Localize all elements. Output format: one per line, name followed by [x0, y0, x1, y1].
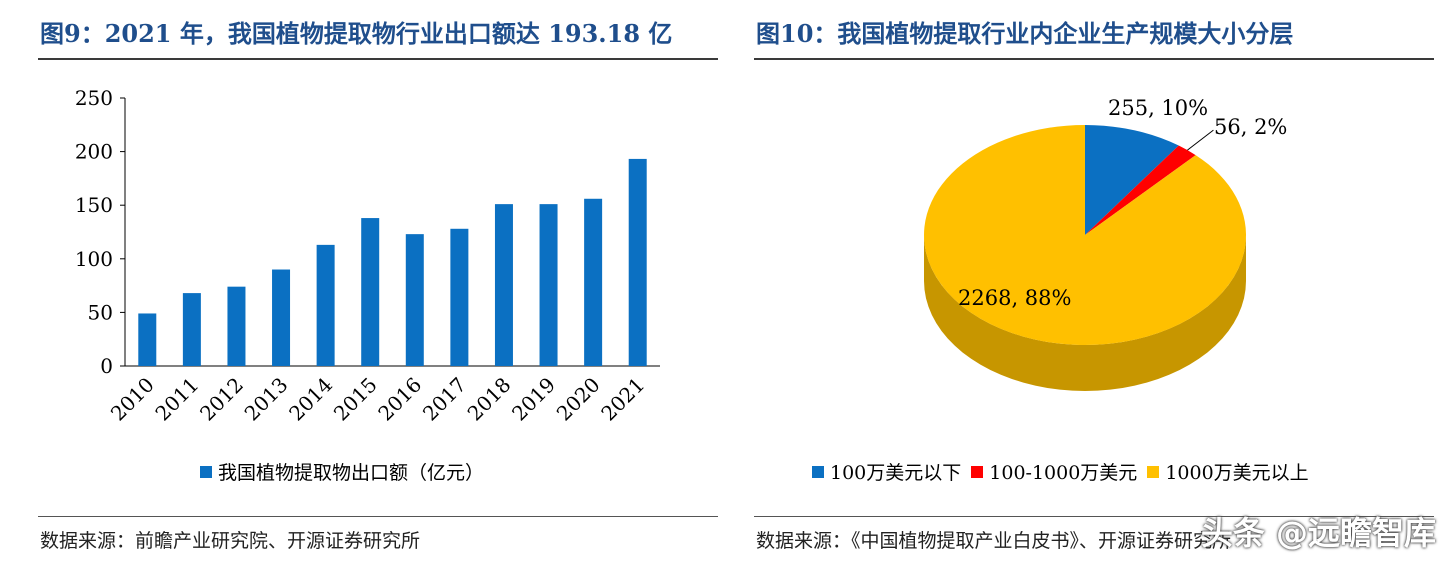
pie-slice-100-1000万美元: [1085, 145, 1196, 235]
bar-2020: [584, 198, 603, 366]
pie-label-1: 56, 2%: [1214, 115, 1287, 139]
y-tick-label: 0: [100, 354, 113, 378]
left-title-rule: [38, 58, 718, 60]
bar-2014: [316, 244, 335, 366]
left-source-rule: [38, 516, 718, 517]
y-tick-label: 50: [88, 300, 113, 324]
bar-2015: [361, 218, 380, 366]
y-tick-label: 250: [75, 86, 113, 110]
pie-legend-swatch: [812, 465, 824, 478]
y-tick-label: 200: [75, 140, 113, 164]
pie-legend-label: 1000万美元以上: [1165, 462, 1309, 484]
bar-chart: 0501001502002502010201120122013201420152…: [75, 86, 660, 426]
right-source: 数据来源：《中国植物提取产业白皮书》、开源证券研究所: [756, 530, 1232, 552]
x-tick-label: 2020: [552, 373, 605, 426]
pie-legend-label: 100-1000万美元: [989, 462, 1138, 484]
x-tick-label: 2013: [240, 373, 293, 426]
bar-legend: 我国植物提取物出口额（亿元）: [200, 458, 484, 485]
bar-2013: [272, 269, 291, 366]
left-chart-title: 图9：2021 年，我国植物提取物行业出口额达 193.18 亿: [40, 19, 673, 48]
x-tick-label: 2012: [195, 373, 248, 426]
x-tick-label: 2011: [150, 373, 203, 426]
bar-2011: [182, 293, 201, 366]
pie-slice-1000万美元以上: [924, 125, 1247, 346]
bar-2010: [138, 313, 157, 366]
pie-legend-item: 100-1000万美元: [971, 458, 1137, 485]
left-source: 数据来源：前瞻产业研究院、开源证券研究所: [40, 530, 421, 552]
x-tick-label: 2021: [596, 373, 649, 426]
x-tick-label: 2018: [463, 373, 516, 426]
x-tick-label: 2014: [284, 373, 337, 426]
x-tick-label: 2010: [106, 373, 159, 426]
watermark: 头条 @远瞻智库: [1200, 514, 1436, 552]
bar-2021: [628, 158, 647, 366]
y-tick-label: 150: [75, 193, 113, 217]
pie-legend-swatch: [1147, 465, 1160, 478]
bar-legend-swatch: [200, 465, 212, 478]
pie-slice-100万美元以下: [1085, 125, 1179, 235]
pie-chart: 255, 10%56, 2% 2268, 88%: [924, 96, 1287, 391]
pie-leader-line: [1187, 129, 1214, 151]
bar-2019: [539, 204, 558, 366]
right-chart-title: 图10：我国植物提取行业内企业生产规模大小分层: [756, 19, 1294, 48]
right-source-rule: [754, 516, 1434, 517]
bar-2017: [450, 228, 469, 366]
x-tick-label: 2016: [373, 373, 426, 426]
pie-legend-label: 100万美元以下: [830, 462, 962, 484]
pie-legend-item: 100万美元以下: [812, 458, 961, 485]
x-tick-label: 2019: [507, 373, 560, 426]
pie-legend-item: 1000万美元以上: [1147, 458, 1309, 485]
x-tick-label: 2015: [329, 373, 382, 426]
bar-2012: [227, 286, 246, 366]
right-title-rule: [754, 58, 1434, 60]
pie-label-0: 255, 10%: [1108, 96, 1208, 120]
bar-2016: [405, 234, 424, 366]
pie-label-2: 2268, 88%: [958, 286, 1071, 310]
pie-legend: 100万美元以下 100-1000万美元 1000万美元以上: [812, 458, 1319, 485]
x-tick-label: 2017: [418, 373, 471, 426]
pie-side-1000万美元以上: [924, 235, 1246, 391]
y-tick-label: 100: [75, 247, 113, 271]
bar-legend-label: 我国植物提取物出口额（亿元）: [218, 462, 485, 484]
bar-2018: [494, 204, 513, 366]
pie-legend-swatch: [971, 465, 984, 478]
